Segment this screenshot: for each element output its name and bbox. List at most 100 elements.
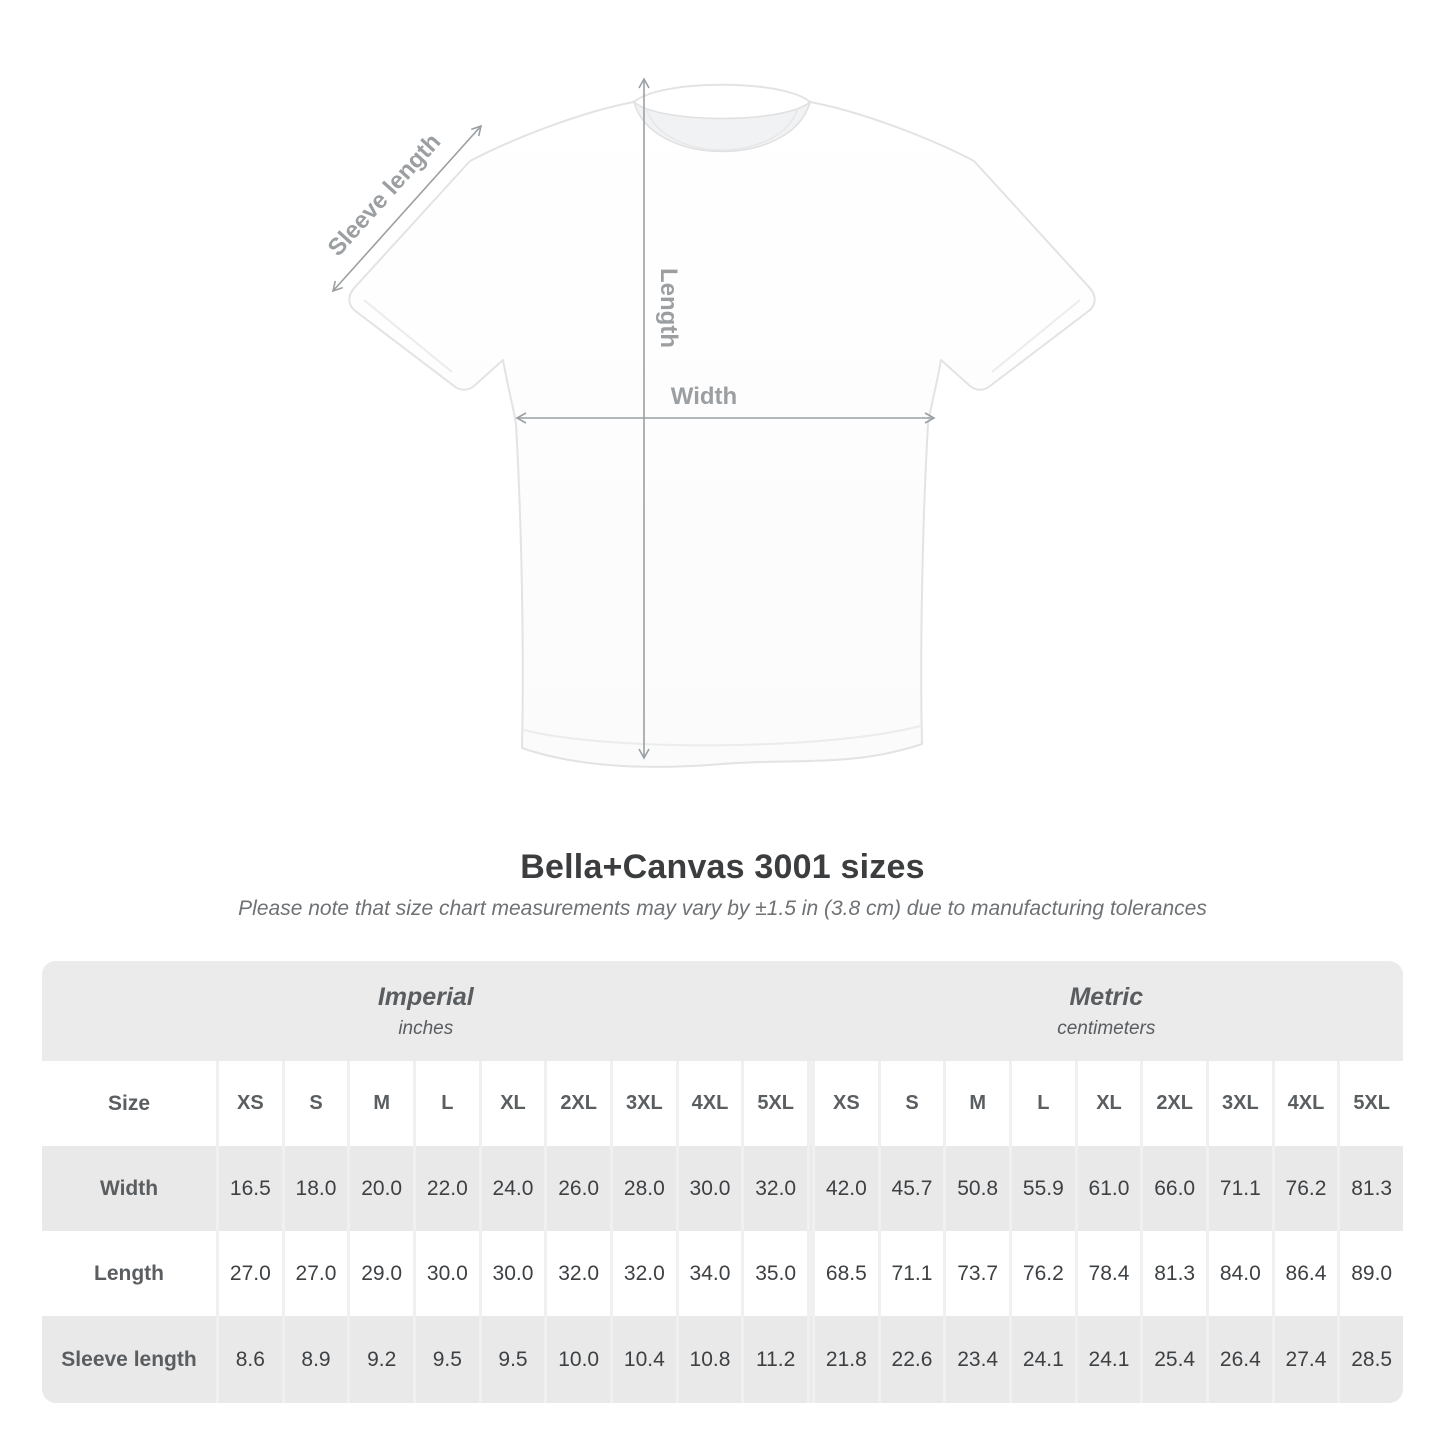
sleeve-imperial-value: 9.5: [416, 1316, 479, 1403]
metric-header: Metric centimeters: [810, 961, 1403, 1061]
length-metric-value: 89.0: [1340, 1231, 1403, 1316]
section-divider: [810, 1146, 812, 1231]
width-metric-value: 45.7: [880, 1146, 944, 1231]
imperial-header-unit: inches: [398, 1017, 454, 1039]
length-metric-value: 86.4: [1274, 1231, 1338, 1316]
sleeve-imperial-value: 10.8: [678, 1316, 742, 1403]
imperial-header: Imperial inches: [42, 961, 810, 1061]
sleeve-imperial-value: 9.5: [481, 1316, 545, 1403]
length-imperial-value: 30.0: [481, 1231, 545, 1316]
section-divider: [810, 1061, 812, 1146]
sleeve-metric-value: 26.4: [1209, 1316, 1272, 1403]
sleeve-imperial-value: 8.9: [284, 1316, 348, 1403]
width-imperial-value: 32.0: [744, 1146, 807, 1231]
size-col-metric-s: S: [880, 1061, 944, 1146]
size-col-imperial-l: L: [416, 1061, 479, 1146]
width-metric-value: 50.8: [946, 1146, 1009, 1231]
sleeve-metric-value: 27.4: [1274, 1316, 1338, 1403]
width-metric-value: 81.3: [1340, 1146, 1403, 1231]
size-col-metric-3xl: 3XL: [1209, 1061, 1272, 1146]
length-metric-value: 81.3: [1143, 1231, 1206, 1316]
width-imperial-value: 26.0: [547, 1146, 610, 1231]
width-imperial-value: 16.5: [219, 1146, 282, 1231]
sleeve-imperial-value: 11.2: [744, 1316, 807, 1403]
length-imperial-value: 35.0: [744, 1231, 807, 1316]
size-col-metric-4xl: 4XL: [1274, 1061, 1338, 1146]
size-col-imperial-xl: XL: [481, 1061, 545, 1146]
size-col-metric-l: L: [1012, 1061, 1075, 1146]
sleeve-metric-value: 21.8: [815, 1316, 878, 1403]
width-imperial-value: 28.0: [613, 1146, 676, 1231]
length-imperial-value: 32.0: [613, 1231, 676, 1316]
size-col-imperial-2xl: 2XL: [547, 1061, 610, 1146]
size-col-metric-xs: XS: [815, 1061, 878, 1146]
length-imperial-value: 27.0: [219, 1231, 282, 1316]
size-row-header: Size: [42, 1061, 216, 1146]
width-metric-value: 76.2: [1274, 1146, 1338, 1231]
size-col-metric-2xl: 2XL: [1143, 1061, 1206, 1146]
length-metric-value: 76.2: [1012, 1231, 1075, 1316]
tshirt-measurement-diagram: Sleeve length Length Width: [323, 77, 1096, 768]
sleeve-imperial-value: 10.4: [613, 1316, 676, 1403]
tshirt-body-shape: [348, 83, 1096, 768]
width-imperial-value: 20.0: [350, 1146, 413, 1231]
tshirt-illustration: [348, 83, 1096, 768]
length-imperial-value: 29.0: [350, 1231, 413, 1316]
length-imperial-value: 32.0: [547, 1231, 610, 1316]
imperial-header-label: Imperial: [377, 982, 474, 1011]
size-table: Imperial inches Metric centimeters Size …: [42, 961, 1403, 1403]
unit-header-band: Imperial inches Metric centimeters: [42, 961, 1403, 1061]
section-divider: [810, 1316, 812, 1403]
size-col-metric-m: M: [946, 1061, 1009, 1146]
sleeve-metric-value: 25.4: [1143, 1316, 1206, 1403]
tshirt-diagram-svg: Sleeve length Length Width: [323, 77, 1096, 768]
sleeve-metric-value: 23.4: [946, 1316, 1009, 1403]
size-col-metric-xl: XL: [1077, 1061, 1141, 1146]
tshirt-collar-shape: [632, 99, 812, 153]
length-imperial-value: 34.0: [678, 1231, 742, 1316]
size-col-imperial-s: S: [284, 1061, 348, 1146]
tshirt-bottom-hem-seam: [523, 725, 921, 747]
sleeve-imperial-value: 9.2: [350, 1316, 413, 1403]
width-metric-value: 66.0: [1143, 1146, 1206, 1231]
size-col-imperial-m: M: [350, 1061, 413, 1146]
length-metric-value: 78.4: [1077, 1231, 1141, 1316]
width-metric-value: 61.0: [1077, 1146, 1141, 1231]
width-imperial-value: 18.0: [284, 1146, 348, 1231]
sleeve-metric-value: 24.1: [1077, 1316, 1141, 1403]
length-metric-value: 73.7: [946, 1231, 1009, 1316]
width-metric-value: 55.9: [1012, 1146, 1075, 1231]
size-col-imperial-4xl: 4XL: [678, 1061, 742, 1146]
page-title: Bella+Canvas 3001 sizes: [520, 848, 925, 886]
size-col-imperial-3xl: 3XL: [613, 1061, 676, 1146]
size-col-metric-5xl: 5XL: [1340, 1061, 1403, 1146]
width-imperial-value: 24.0: [481, 1146, 545, 1231]
width-label: Width: [671, 383, 737, 410]
length-imperial-value: 27.0: [284, 1231, 348, 1316]
length-metric-value: 68.5: [815, 1231, 878, 1316]
length-label: Length: [655, 268, 682, 348]
metric-header-label: Metric: [1069, 982, 1144, 1011]
title-block: Bella+Canvas 3001 sizes Please note that…: [0, 848, 1445, 921]
metric-header-unit: centimeters: [1057, 1017, 1156, 1039]
width-metric-value: 42.0: [815, 1146, 878, 1231]
width-imperial-value: 30.0: [678, 1146, 742, 1231]
sleeve-imperial-value: 8.6: [219, 1316, 282, 1403]
tshirt-left-sleeve-seam: [363, 299, 453, 373]
size-col-imperial-xs: XS: [219, 1061, 282, 1146]
sleeve-metric-value: 24.1: [1012, 1316, 1075, 1403]
measurement-arrows: [331, 77, 936, 760]
sleeve-metric-value: 28.5: [1340, 1316, 1403, 1403]
width-row-label: Width: [42, 1146, 216, 1231]
length-metric-value: 71.1: [880, 1231, 944, 1316]
length-row-label: Length: [42, 1231, 216, 1316]
length-metric-value: 84.0: [1209, 1231, 1272, 1316]
sleeve-row-label: Sleeve length: [42, 1316, 216, 1403]
tshirt-collar-seam: [645, 107, 799, 151]
sleeve-metric-value: 22.6: [880, 1316, 944, 1403]
tshirt-right-sleeve-seam: [991, 299, 1081, 373]
sleeve-imperial-value: 10.0: [547, 1316, 610, 1403]
size-col-imperial-5xl: 5XL: [744, 1061, 807, 1146]
width-imperial-value: 22.0: [416, 1146, 479, 1231]
